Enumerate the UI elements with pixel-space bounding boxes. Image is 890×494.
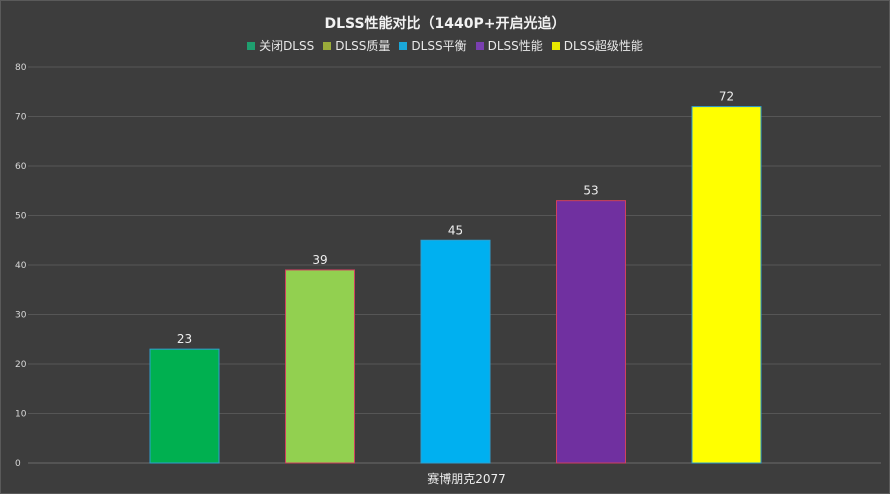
legend-swatch xyxy=(551,41,560,50)
legend-swatch xyxy=(247,41,256,50)
data-label: 53 xyxy=(583,184,598,198)
data-label: 39 xyxy=(312,253,327,267)
chart-title: DLSS性能对比（1440P+开启光追） xyxy=(324,16,566,32)
x-category-label: 赛博朋克2077 xyxy=(427,471,506,486)
legend-swatch xyxy=(475,41,484,50)
bar xyxy=(556,200,626,464)
y-tick-label: 0 xyxy=(15,459,21,469)
bar xyxy=(691,106,762,464)
legend-label: DLSS质量 xyxy=(335,39,391,53)
legend-swatch xyxy=(323,41,332,50)
legend-label: DLSS平衡 xyxy=(411,39,467,53)
legend-label: DLSS超级性能 xyxy=(563,39,643,53)
legend-swatch xyxy=(399,41,408,50)
y-tick-label: 10 xyxy=(15,410,27,420)
data-label: 45 xyxy=(448,223,463,237)
bar xyxy=(285,269,355,464)
legend-label: DLSS性能 xyxy=(487,39,543,53)
legend-item: 关闭DLSS xyxy=(247,37,314,54)
bar xyxy=(149,348,220,464)
y-tick-label: 30 xyxy=(15,311,27,321)
y-tick-label: 20 xyxy=(15,360,27,370)
legend-item: DLSS超级性能 xyxy=(551,37,643,54)
legend-item: DLSS质量 xyxy=(323,37,390,54)
legend-item: DLSS性能 xyxy=(475,37,543,54)
y-tick-label: 70 xyxy=(15,113,27,123)
legend: 关闭DLSS DLSS质量 DLSS平衡 DLSS性能 DLSS超级性能 xyxy=(1,37,889,54)
y-tick-label: 80 xyxy=(15,63,27,73)
y-tick-label: 60 xyxy=(15,162,27,172)
bar xyxy=(420,239,491,464)
data-label: 23 xyxy=(177,332,192,346)
y-tick-label: 50 xyxy=(15,212,27,222)
y-tick-label: 40 xyxy=(15,261,27,271)
data-label: 72 xyxy=(719,90,734,104)
legend-item: DLSS平衡 xyxy=(399,37,467,54)
legend-label: 关闭DLSS xyxy=(259,39,315,53)
